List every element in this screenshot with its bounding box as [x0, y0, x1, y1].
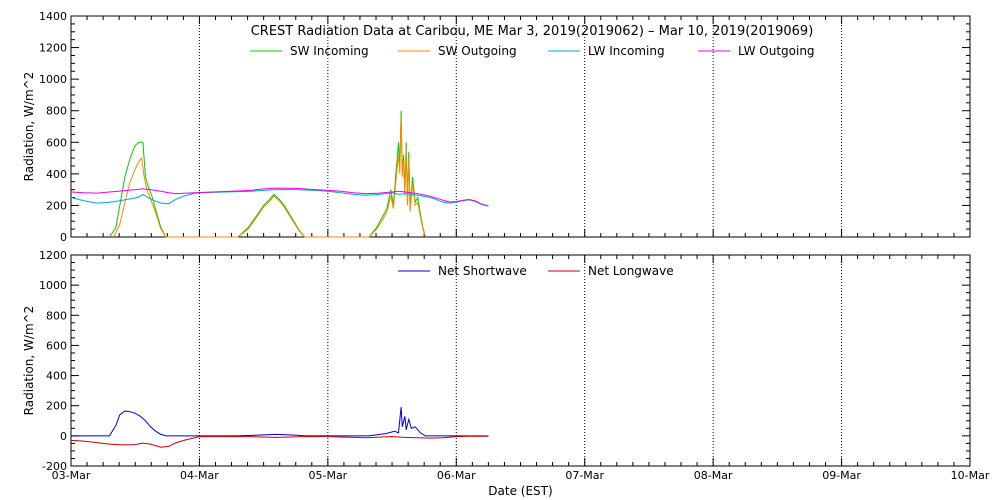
y-tick-label: 1200: [39, 249, 67, 262]
x-tick-label: 03-Mar: [52, 469, 91, 482]
y-tick-label: -200: [42, 460, 67, 473]
series-line-sw-outgoing: [112, 116, 426, 238]
y-tick-label: 0: [60, 430, 67, 443]
chart-title: CREST Radiation Data at Caribou, ME Mar …: [251, 24, 814, 39]
plot-frame: [70, 15, 971, 238]
x-tick-label: 09-Mar: [822, 469, 861, 482]
series-line-net-shortwave: [71, 407, 489, 437]
x-tick-label: 04-Mar: [180, 469, 219, 482]
top-panel: 0 200 400 600 800 1000 1200 1400 Radiation, W/m^…: [22, 10, 971, 244]
y-axis-label: Radiation, W/m^2: [22, 72, 36, 182]
legend-label: Net Shortwave: [438, 264, 527, 278]
y-tick-label: 200: [46, 400, 67, 413]
y-tick-label: 600: [46, 136, 67, 149]
series-line-lw-outgoing: [70, 187, 489, 207]
legend-label: Net Longwave: [588, 264, 674, 278]
x-tick-label: 05-Mar: [308, 469, 347, 482]
x-tick-label: 08-Mar: [694, 469, 733, 482]
x-tick-label: 06-Mar: [437, 469, 476, 482]
x-tick-label: 07-Mar: [565, 469, 604, 482]
y-tick-label: 800: [46, 309, 67, 322]
y-tick-label: 1400: [39, 10, 67, 23]
legend-label: SW Outgoing: [438, 44, 517, 58]
series-line-net-longwave: [70, 435, 489, 448]
y-tick-label: 200: [46, 199, 67, 212]
x-tick-label: 10-Mar: [951, 469, 990, 482]
legend-label: LW Incoming: [588, 44, 665, 58]
plot-frame: [70, 254, 971, 467]
y-tick-label: 600: [46, 339, 67, 352]
y-tick-label: 800: [46, 105, 67, 118]
y-tick-label: 400: [46, 370, 67, 383]
bottom-panel: -200 0 200 400 600 800 1000 1200 03-Mar 04-Mar 05-…: [22, 249, 990, 498]
legend-label: LW Outgoing: [738, 44, 815, 58]
series-line-lw-incoming: [70, 189, 489, 207]
y-tick-label: 1200: [39, 42, 67, 55]
y-tick-label: 1000: [39, 279, 67, 292]
y-tick-label: 400: [46, 168, 67, 181]
y-axis-label: Radiation, W/m^2: [22, 306, 36, 416]
y-tick-label: 0: [60, 231, 67, 244]
y-tick-label: 1000: [39, 73, 67, 86]
legend-label: SW Incoming: [290, 44, 369, 58]
x-axis-label: Date (EST): [488, 484, 552, 498]
